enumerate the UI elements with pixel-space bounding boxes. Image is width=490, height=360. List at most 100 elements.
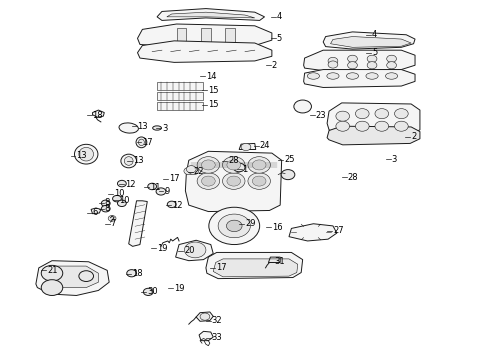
- Text: 7: 7: [111, 219, 116, 228]
- Circle shape: [118, 180, 126, 187]
- Polygon shape: [225, 28, 235, 44]
- Polygon shape: [175, 240, 213, 261]
- Text: 17: 17: [216, 264, 226, 273]
- Circle shape: [108, 216, 116, 221]
- Circle shape: [227, 176, 241, 186]
- Text: 6: 6: [93, 208, 98, 217]
- Circle shape: [328, 61, 338, 68]
- Circle shape: [189, 167, 198, 175]
- Circle shape: [226, 220, 242, 231]
- Ellipse shape: [119, 123, 138, 133]
- Text: 10: 10: [119, 196, 129, 205]
- Polygon shape: [91, 208, 101, 214]
- Polygon shape: [129, 270, 137, 275]
- Ellipse shape: [153, 126, 161, 130]
- Circle shape: [197, 173, 220, 189]
- Text: 4: 4: [277, 12, 282, 21]
- Ellipse shape: [121, 154, 137, 168]
- Text: 32: 32: [212, 316, 222, 325]
- Ellipse shape: [346, 73, 359, 79]
- Text: 20: 20: [184, 246, 195, 255]
- Text: 4: 4: [372, 30, 377, 39]
- Circle shape: [367, 62, 377, 69]
- Circle shape: [248, 157, 270, 173]
- Text: 5: 5: [277, 34, 282, 43]
- Ellipse shape: [307, 73, 319, 79]
- Text: 12: 12: [172, 201, 182, 210]
- Polygon shape: [201, 28, 211, 44]
- Circle shape: [200, 313, 210, 320]
- Text: 21: 21: [47, 266, 58, 275]
- Circle shape: [328, 57, 338, 64]
- Polygon shape: [213, 259, 298, 277]
- Polygon shape: [331, 37, 411, 47]
- Text: 19: 19: [174, 284, 185, 293]
- Circle shape: [375, 109, 389, 119]
- Circle shape: [367, 55, 377, 62]
- Circle shape: [184, 242, 206, 258]
- Text: 12: 12: [125, 180, 136, 189]
- Circle shape: [209, 207, 260, 244]
- Text: 2: 2: [411, 132, 416, 141]
- Text: 2: 2: [272, 61, 277, 70]
- Circle shape: [222, 173, 245, 189]
- Circle shape: [336, 121, 349, 131]
- Polygon shape: [138, 24, 272, 47]
- Ellipse shape: [74, 144, 98, 164]
- Text: 17: 17: [169, 175, 180, 184]
- Circle shape: [41, 265, 63, 281]
- Circle shape: [387, 55, 396, 62]
- Circle shape: [79, 271, 94, 282]
- Circle shape: [148, 183, 157, 190]
- Circle shape: [41, 280, 63, 296]
- Circle shape: [233, 163, 245, 172]
- Circle shape: [394, 109, 408, 119]
- Text: 9: 9: [164, 187, 170, 196]
- Circle shape: [186, 166, 196, 173]
- Polygon shape: [93, 110, 104, 117]
- Circle shape: [197, 157, 220, 173]
- Circle shape: [248, 173, 270, 189]
- Ellipse shape: [136, 137, 147, 148]
- Text: 23: 23: [316, 111, 326, 120]
- Circle shape: [347, 55, 357, 62]
- Polygon shape: [185, 151, 282, 212]
- Circle shape: [347, 62, 357, 69]
- Polygon shape: [129, 201, 147, 246]
- Polygon shape: [239, 143, 256, 149]
- Text: 33: 33: [212, 333, 222, 342]
- Text: 13: 13: [76, 151, 87, 160]
- Polygon shape: [47, 266, 98, 288]
- Polygon shape: [157, 92, 203, 100]
- Text: 1: 1: [243, 165, 248, 174]
- Circle shape: [113, 195, 122, 202]
- Polygon shape: [176, 28, 186, 44]
- Ellipse shape: [366, 73, 378, 79]
- Circle shape: [387, 62, 396, 69]
- Circle shape: [375, 121, 389, 131]
- Text: 27: 27: [333, 226, 343, 235]
- Text: 19: 19: [157, 244, 168, 253]
- Circle shape: [167, 201, 176, 208]
- Text: 13: 13: [133, 157, 143, 166]
- Text: 15: 15: [208, 100, 219, 109]
- Circle shape: [156, 188, 166, 195]
- Circle shape: [252, 176, 266, 186]
- Text: 3: 3: [392, 155, 397, 164]
- Text: 17: 17: [143, 138, 153, 147]
- Polygon shape: [157, 9, 265, 21]
- Text: 11: 11: [150, 183, 160, 192]
- Ellipse shape: [386, 73, 398, 79]
- Ellipse shape: [139, 139, 145, 145]
- Text: 18: 18: [93, 111, 103, 120]
- Text: 14: 14: [206, 72, 217, 81]
- Polygon shape: [327, 126, 420, 145]
- Text: 22: 22: [194, 167, 204, 176]
- Polygon shape: [36, 261, 109, 296]
- Text: 28: 28: [228, 157, 239, 166]
- Polygon shape: [138, 41, 272, 62]
- Ellipse shape: [327, 73, 339, 79]
- Circle shape: [118, 200, 126, 207]
- Polygon shape: [157, 102, 203, 110]
- Text: 24: 24: [260, 141, 270, 150]
